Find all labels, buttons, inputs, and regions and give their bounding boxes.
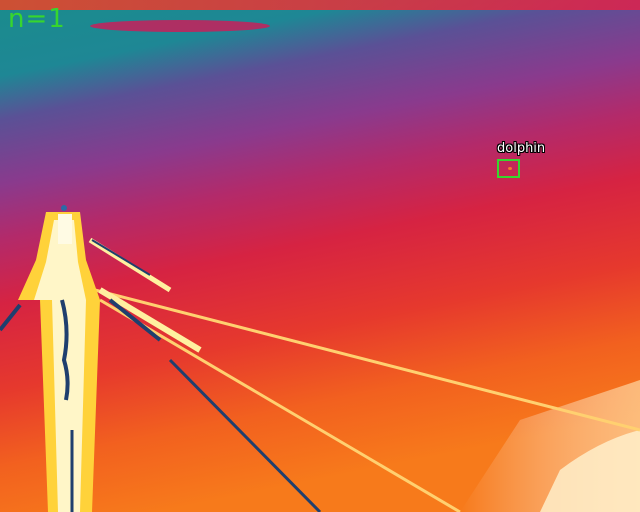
detection-bounding-box [497, 159, 520, 178]
detection-count-label: n=1 [8, 4, 66, 34]
dolphin-hotspot [508, 167, 512, 170]
detection-label-dolphin: dolphin [497, 141, 546, 156]
